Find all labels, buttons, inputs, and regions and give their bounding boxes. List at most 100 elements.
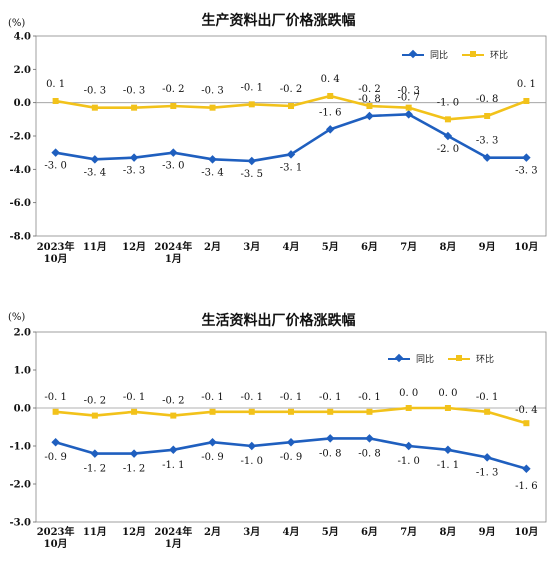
data-label-yoy: -0. 9 bbox=[44, 452, 66, 463]
x-tick-label: 11月 bbox=[83, 241, 107, 253]
data-point-yoy bbox=[482, 453, 492, 462]
data-label-mom: -0. 2 bbox=[280, 84, 302, 95]
data-label-mom: -0. 2 bbox=[84, 396, 106, 407]
data-label-yoy: -3. 5 bbox=[241, 169, 263, 180]
data-point-mom bbox=[248, 101, 255, 108]
data-point-mom bbox=[131, 408, 138, 415]
data-label-mom: -0. 4 bbox=[515, 405, 537, 416]
data-point-yoy bbox=[404, 110, 413, 119]
data-point-yoy bbox=[286, 150, 296, 159]
data-label-mom: -0. 2 bbox=[162, 396, 184, 407]
x-tick-label-line: 10月 bbox=[44, 253, 68, 265]
data-label-yoy: -0. 9 bbox=[201, 452, 223, 463]
data-point-yoy bbox=[522, 153, 531, 162]
data-label-mom: -0. 1 bbox=[201, 392, 223, 403]
x-tick-label-line: 8月 bbox=[439, 526, 456, 538]
data-label-yoy: -3. 4 bbox=[201, 167, 223, 178]
x-tick-label: 2023年 10月 bbox=[37, 240, 75, 265]
data-label-mom: -0. 1 bbox=[476, 392, 498, 403]
data-label-mom: 0. 1 bbox=[46, 79, 65, 90]
x-tick-label-line: 10月 bbox=[514, 241, 538, 253]
x-tick-label-line: 8月 bbox=[439, 241, 456, 253]
y-tick-label: -2.0 bbox=[9, 132, 31, 143]
data-point-mom bbox=[288, 103, 294, 109]
data-point-mom bbox=[484, 408, 491, 415]
data-label-mom: -0. 1 bbox=[280, 392, 302, 403]
data-point-yoy bbox=[247, 441, 257, 451]
chart-title: 生产资料出厂价格涨跌幅 bbox=[201, 13, 356, 29]
data-point-yoy bbox=[325, 125, 335, 134]
data-point-mom bbox=[327, 408, 334, 415]
x-tick-label-line: 6月 bbox=[361, 526, 378, 538]
x-tick-label-line: 2024年 bbox=[154, 240, 192, 253]
data-label-yoy: -1. 0 bbox=[397, 456, 419, 467]
legend-swatch-mom bbox=[462, 50, 485, 57]
plot-frame bbox=[35, 331, 547, 523]
x-tick-label-line: 2024年 bbox=[154, 525, 192, 538]
x-tick-label-line: 12月 bbox=[122, 526, 146, 538]
data-label-mom: -0. 3 bbox=[397, 86, 419, 97]
y-tick-label: -3.0 bbox=[9, 518, 31, 529]
data-point-yoy bbox=[169, 148, 178, 157]
data-point-yoy bbox=[51, 148, 60, 157]
x-tick-label: 6月 bbox=[361, 241, 378, 253]
data-point-mom bbox=[444, 116, 451, 123]
unit-label: (%) bbox=[8, 312, 26, 323]
data-point-yoy bbox=[365, 111, 374, 121]
data-label-yoy: -0. 7 bbox=[397, 92, 419, 103]
data-point-mom bbox=[366, 408, 373, 415]
legend-swatch-yoy bbox=[388, 353, 410, 362]
x-tick-label-line: 12月 bbox=[122, 241, 146, 253]
chart-consumer-goods: (%) 生活资料出厂价格涨跌幅 2.0 1.0 0.0 -1.0 -2.0 -3.0 202… bbox=[0, 284, 557, 567]
data-point-yoy bbox=[169, 445, 178, 455]
x-tick-label-line: 2月 bbox=[204, 526, 221, 538]
x-tick-label: 10月 bbox=[514, 526, 538, 538]
data-label-yoy: -3. 3 bbox=[123, 166, 145, 177]
data-label-yoy: -0. 8 bbox=[319, 448, 341, 459]
data-point-yoy bbox=[208, 437, 217, 447]
x-tick-label: 7月 bbox=[400, 526, 417, 538]
legend-label-mom: 环比 bbox=[476, 355, 495, 365]
y-tick-label: -8.0 bbox=[9, 232, 31, 243]
x-tick-label: 2023年 10月 bbox=[37, 525, 75, 550]
data-label-mom: -1. 0 bbox=[437, 97, 459, 108]
x-tick-label-line: 5月 bbox=[322, 526, 339, 538]
x-tick-label: 12月 bbox=[122, 241, 146, 253]
legend-swatch-mom bbox=[448, 354, 471, 361]
data-label-mom: -0. 1 bbox=[319, 392, 341, 403]
data-point-mom bbox=[170, 103, 177, 109]
x-tick-label-line: 2023年 bbox=[37, 240, 75, 253]
data-label-yoy: -3. 3 bbox=[515, 166, 537, 177]
data-label-mom: -0. 3 bbox=[84, 86, 106, 97]
data-label-yoy: -3. 4 bbox=[84, 167, 106, 178]
data-label-mom: -0. 1 bbox=[123, 392, 145, 403]
x-tick-label: 7月 bbox=[400, 241, 417, 253]
data-point-mom bbox=[405, 104, 412, 111]
y-tick-label: 0.0 bbox=[14, 98, 31, 109]
legend-label-yoy: 同比 bbox=[430, 51, 449, 61]
legend-swatch-yoy bbox=[402, 49, 424, 58]
data-label-yoy: -0. 9 bbox=[280, 452, 302, 463]
data-label-yoy: -1. 6 bbox=[515, 481, 537, 492]
x-tick-label: 2月 bbox=[204, 241, 221, 253]
data-point-yoy bbox=[247, 156, 257, 166]
data-point-yoy bbox=[51, 437, 60, 447]
legend: 同比 环比 bbox=[388, 352, 494, 365]
x-tick-label: 4月 bbox=[283, 526, 300, 538]
x-tick-label: 6月 bbox=[361, 526, 378, 538]
plot-frame bbox=[35, 35, 547, 237]
data-point-yoy bbox=[443, 131, 453, 141]
data-point-yoy bbox=[365, 434, 374, 443]
data-label-yoy: -3. 0 bbox=[44, 161, 66, 172]
x-tick-label: 5月 bbox=[322, 526, 339, 538]
data-point-mom bbox=[91, 104, 98, 111]
data-point-yoy bbox=[129, 153, 139, 162]
data-label-yoy: -1. 2 bbox=[123, 464, 145, 475]
x-tick-label-line: 3月 bbox=[243, 526, 260, 538]
data-label-yoy: -1. 3 bbox=[476, 467, 498, 478]
data-point-mom bbox=[523, 420, 530, 427]
data-point-mom bbox=[444, 405, 451, 411]
data-label-mom: -0. 3 bbox=[123, 86, 145, 97]
data-point-yoy bbox=[129, 449, 139, 458]
